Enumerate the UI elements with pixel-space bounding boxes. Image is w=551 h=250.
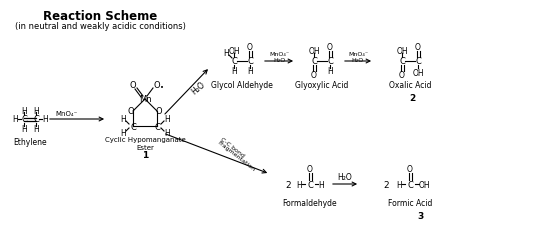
Text: H: H	[120, 129, 126, 138]
Text: O: O	[129, 81, 136, 90]
Text: H: H	[164, 115, 170, 124]
Text: OH: OH	[418, 180, 430, 189]
Text: Reaction Scheme: Reaction Scheme	[43, 10, 157, 23]
Text: OH: OH	[228, 46, 240, 55]
Text: 3: 3	[417, 211, 423, 220]
Text: Fragmentation: Fragmentation	[217, 139, 256, 172]
Text: 1: 1	[142, 151, 148, 160]
Text: Glyoxylic Acid: Glyoxylic Acid	[295, 81, 349, 90]
Text: O: O	[154, 81, 160, 90]
Text: Glycol Aldehyde: Glycol Aldehyde	[211, 81, 273, 90]
Text: Formic Acid: Formic Acid	[388, 198, 432, 207]
Text: H: H	[164, 129, 170, 138]
Text: H: H	[247, 67, 253, 76]
Text: H: H	[327, 67, 333, 76]
Text: Formaldehyde: Formaldehyde	[283, 198, 337, 207]
Text: H: H	[396, 180, 402, 189]
Text: O: O	[327, 43, 333, 52]
Text: H: H	[33, 106, 39, 115]
Text: H: H	[33, 124, 39, 133]
Text: MnO₄⁻: MnO₄⁻	[348, 51, 368, 56]
Text: OH: OH	[396, 46, 408, 55]
Text: O: O	[407, 165, 413, 174]
Text: (in neutral and weakly acidic conditions): (in neutral and weakly acidic conditions…	[14, 22, 186, 31]
Text: C: C	[154, 122, 160, 131]
Text: 2: 2	[383, 180, 389, 189]
Text: C: C	[247, 57, 253, 66]
Text: O: O	[311, 71, 317, 80]
Text: C: C	[307, 180, 313, 189]
Text: Ester: Ester	[136, 144, 154, 150]
Text: O: O	[156, 107, 163, 116]
Text: H: H	[296, 180, 302, 189]
Text: C: C	[21, 115, 27, 124]
Text: O: O	[247, 43, 253, 52]
Text: C: C	[415, 57, 421, 66]
Text: OH: OH	[308, 46, 320, 55]
Text: H: H	[223, 48, 229, 57]
Text: MnO₄⁻: MnO₄⁻	[269, 51, 289, 56]
Text: C: C	[399, 57, 405, 66]
Text: H: H	[12, 115, 18, 124]
Text: O: O	[399, 71, 405, 80]
Text: 2: 2	[409, 94, 415, 102]
Text: H₂O: H₂O	[273, 58, 285, 63]
Text: O: O	[307, 165, 313, 174]
Text: Oxalic Acid: Oxalic Acid	[389, 81, 431, 90]
Text: C: C	[231, 57, 237, 66]
Text: H₂O: H₂O	[338, 173, 353, 182]
Text: •: •	[160, 85, 164, 91]
Text: C: C	[130, 122, 136, 131]
Text: OH: OH	[412, 68, 424, 77]
Text: H₂O: H₂O	[352, 58, 364, 63]
Text: H: H	[120, 115, 126, 124]
Text: H: H	[42, 115, 48, 124]
Text: C: C	[311, 57, 317, 66]
Text: O: O	[415, 43, 421, 52]
Text: Mn: Mn	[139, 95, 152, 104]
Text: C-C bond: C-C bond	[219, 136, 245, 158]
Text: O: O	[128, 107, 134, 116]
Text: C: C	[33, 115, 39, 124]
Text: H₂O: H₂O	[190, 80, 207, 96]
Text: 2: 2	[285, 180, 291, 189]
Text: H: H	[21, 106, 27, 115]
Text: C: C	[407, 180, 413, 189]
Text: Ethylene: Ethylene	[13, 138, 47, 146]
Text: H: H	[231, 67, 237, 76]
Text: H: H	[21, 124, 27, 133]
Text: MnO₄⁻: MnO₄⁻	[56, 110, 78, 116]
Text: H: H	[318, 180, 324, 189]
Text: Cyclic Hypomanganate: Cyclic Hypomanganate	[105, 136, 185, 142]
Text: C: C	[327, 57, 333, 66]
